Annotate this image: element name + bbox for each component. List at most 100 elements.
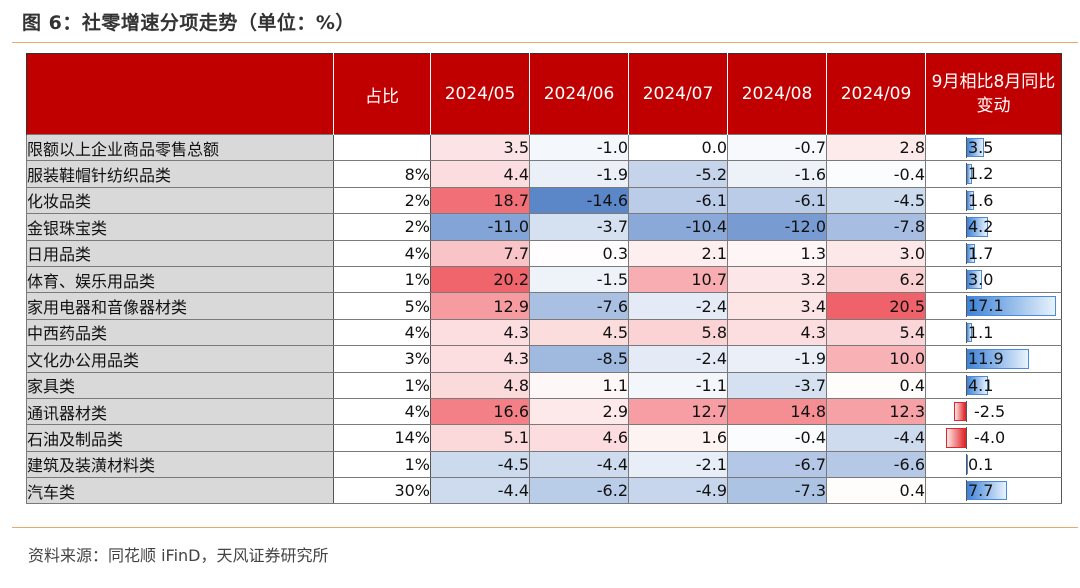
growth-value-cell: -3.7 — [529, 213, 629, 241]
change-axis — [966, 216, 967, 238]
change-axis — [966, 163, 967, 185]
growth-value-cell: 4.5 — [529, 318, 629, 347]
row-category: 家具类 — [26, 371, 334, 399]
change-cell: -2.5 — [925, 397, 1062, 426]
change-value: 4.2 — [968, 217, 994, 237]
change-value: 1.1 — [968, 322, 994, 342]
row-share: 4% — [333, 318, 431, 347]
change-axis — [966, 453, 967, 476]
growth-value-cell: 4.3 — [727, 318, 827, 347]
change-axis — [966, 400, 967, 423]
growth-value-cell: -1.5 — [529, 265, 629, 294]
growth-value-cell: 4.3 — [430, 318, 530, 347]
growth-value-cell: -14.6 — [529, 186, 629, 215]
growth-value-cell: -11.0 — [430, 213, 530, 241]
change-cell: 17.1 — [925, 292, 1062, 320]
row-category: 服装鞋帽针纺织品类 — [26, 160, 334, 188]
growth-value-cell: -6.7 — [727, 450, 827, 479]
change-axis — [966, 427, 967, 449]
header-2024-08: 2024/08 — [727, 53, 827, 135]
change-axis — [966, 268, 967, 291]
change-axis — [966, 137, 967, 159]
change-bar — [953, 401, 966, 422]
header-2024-09: 2024/09 — [826, 53, 926, 135]
table-row: 汽车类 30% -4.4 -6.2 -4.9 -7.3 0.4 7.7 — [26, 477, 1062, 505]
change-value: 1.6 — [968, 190, 994, 210]
growth-value-cell: 6.2 — [826, 265, 926, 294]
table-row: 家用电器和音像器材类 5% 12.9 -7.6 -2.4 3.4 20.5 17.1 — [26, 292, 1062, 320]
growth-value-cell: 3.2 — [727, 265, 827, 294]
growth-value-cell: -2.4 — [628, 345, 728, 373]
growth-value-cell: 10.0 — [826, 345, 926, 373]
header-2024-07: 2024/07 — [628, 53, 728, 135]
growth-value-cell: 18.7 — [430, 186, 530, 215]
change-axis — [966, 189, 967, 212]
growth-value-cell: 3.5 — [430, 133, 530, 162]
header-share: 占比 — [333, 53, 431, 135]
growth-value-cell: -2.4 — [628, 292, 728, 320]
change-value: -2.5 — [974, 401, 1006, 421]
header-2024-06: 2024/06 — [529, 53, 629, 135]
growth-value-cell: -1.1 — [628, 371, 728, 399]
growth-value-cell: 4.6 — [529, 424, 629, 452]
table-row: 中西药品类 4% 4.3 4.5 5.8 4.3 5.4 1.1 — [26, 318, 1062, 347]
growth-value-cell: 1.1 — [529, 371, 629, 399]
growth-value-cell: 12.9 — [430, 292, 530, 320]
growth-value-cell: -0.4 — [727, 424, 827, 452]
change-cell: 1.6 — [925, 186, 1062, 215]
growth-value-cell: 0.0 — [628, 133, 728, 162]
change-cell: 1.7 — [925, 239, 1062, 267]
change-cell: 3.5 — [925, 133, 1062, 162]
change-cell: 11.9 — [925, 345, 1062, 373]
growth-value-cell: -4.5 — [826, 186, 926, 215]
table-row: 文化办公用品类 3% 4.3 -8.5 -2.4 -1.9 10.0 11.9 — [26, 345, 1062, 373]
growth-value-cell: 1.6 — [628, 424, 728, 452]
growth-value-cell: -4.9 — [628, 477, 728, 505]
growth-value-cell: -2.1 — [628, 450, 728, 479]
growth-value-cell: 20.2 — [430, 265, 530, 294]
growth-value-cell: 5.8 — [628, 318, 728, 347]
change-value: -4.0 — [974, 428, 1006, 448]
row-share: 14% — [333, 424, 431, 452]
growth-value-cell: -1.0 — [529, 133, 629, 162]
growth-value-cell: -4.4 — [529, 450, 629, 479]
growth-value-cell: 16.6 — [430, 397, 530, 426]
growth-value-cell: -6.6 — [826, 450, 926, 479]
row-category: 建筑及装潢材料类 — [26, 450, 334, 479]
growth-value-cell: 3.4 — [727, 292, 827, 320]
change-value: 7.7 — [968, 481, 994, 501]
growth-value-cell: -1.9 — [529, 160, 629, 188]
sales-growth-table: 占比 2024/05 2024/06 2024/07 2024/08 2024/… — [26, 53, 1062, 505]
growth-value-cell: 0.4 — [826, 477, 926, 505]
growth-value-cell: -6.2 — [529, 477, 629, 505]
change-cell: 1.2 — [925, 160, 1062, 188]
row-share: 3% — [333, 345, 431, 373]
growth-value-cell: -3.7 — [727, 371, 827, 399]
growth-value-cell: 10.7 — [628, 265, 728, 294]
row-share — [333, 133, 431, 162]
growth-value-cell: -6.1 — [628, 186, 728, 215]
row-category: 金银珠宝类 — [26, 213, 334, 241]
source-note: 资料来源：同花顺 iFinD，天风证券研究所 — [28, 546, 329, 565]
growth-value-cell: 4.4 — [430, 160, 530, 188]
change-axis — [966, 348, 967, 370]
table-row: 日用品类 4% 7.7 0.3 2.1 1.3 3.0 1.7 — [26, 239, 1062, 267]
growth-value-cell: -4.4 — [826, 424, 926, 452]
table-row: 石油及制品类 14% 5.1 4.6 1.6 -0.4 -4.4 -4.0 — [26, 424, 1062, 452]
growth-value-cell: -4.4 — [430, 477, 530, 505]
change-value: 1.7 — [968, 243, 994, 263]
growth-value-cell: 20.5 — [826, 292, 926, 320]
change-axis — [966, 480, 967, 502]
table-row: 金银珠宝类 2% -11.0 -3.7 -10.4 -12.0 -7.8 4.2 — [26, 213, 1062, 241]
growth-value-cell: -5.2 — [628, 160, 728, 188]
growth-value-cell: -6.1 — [727, 186, 827, 215]
growth-value-cell: -4.5 — [430, 450, 530, 479]
growth-value-cell: 4.3 — [430, 345, 530, 373]
row-share: 1% — [333, 371, 431, 399]
change-cell: 4.1 — [925, 371, 1062, 399]
growth-value-cell: 2.9 — [529, 397, 629, 426]
row-share: 1% — [333, 265, 431, 294]
row-share: 5% — [333, 292, 431, 320]
row-share: 4% — [333, 397, 431, 426]
change-axis — [966, 321, 967, 344]
